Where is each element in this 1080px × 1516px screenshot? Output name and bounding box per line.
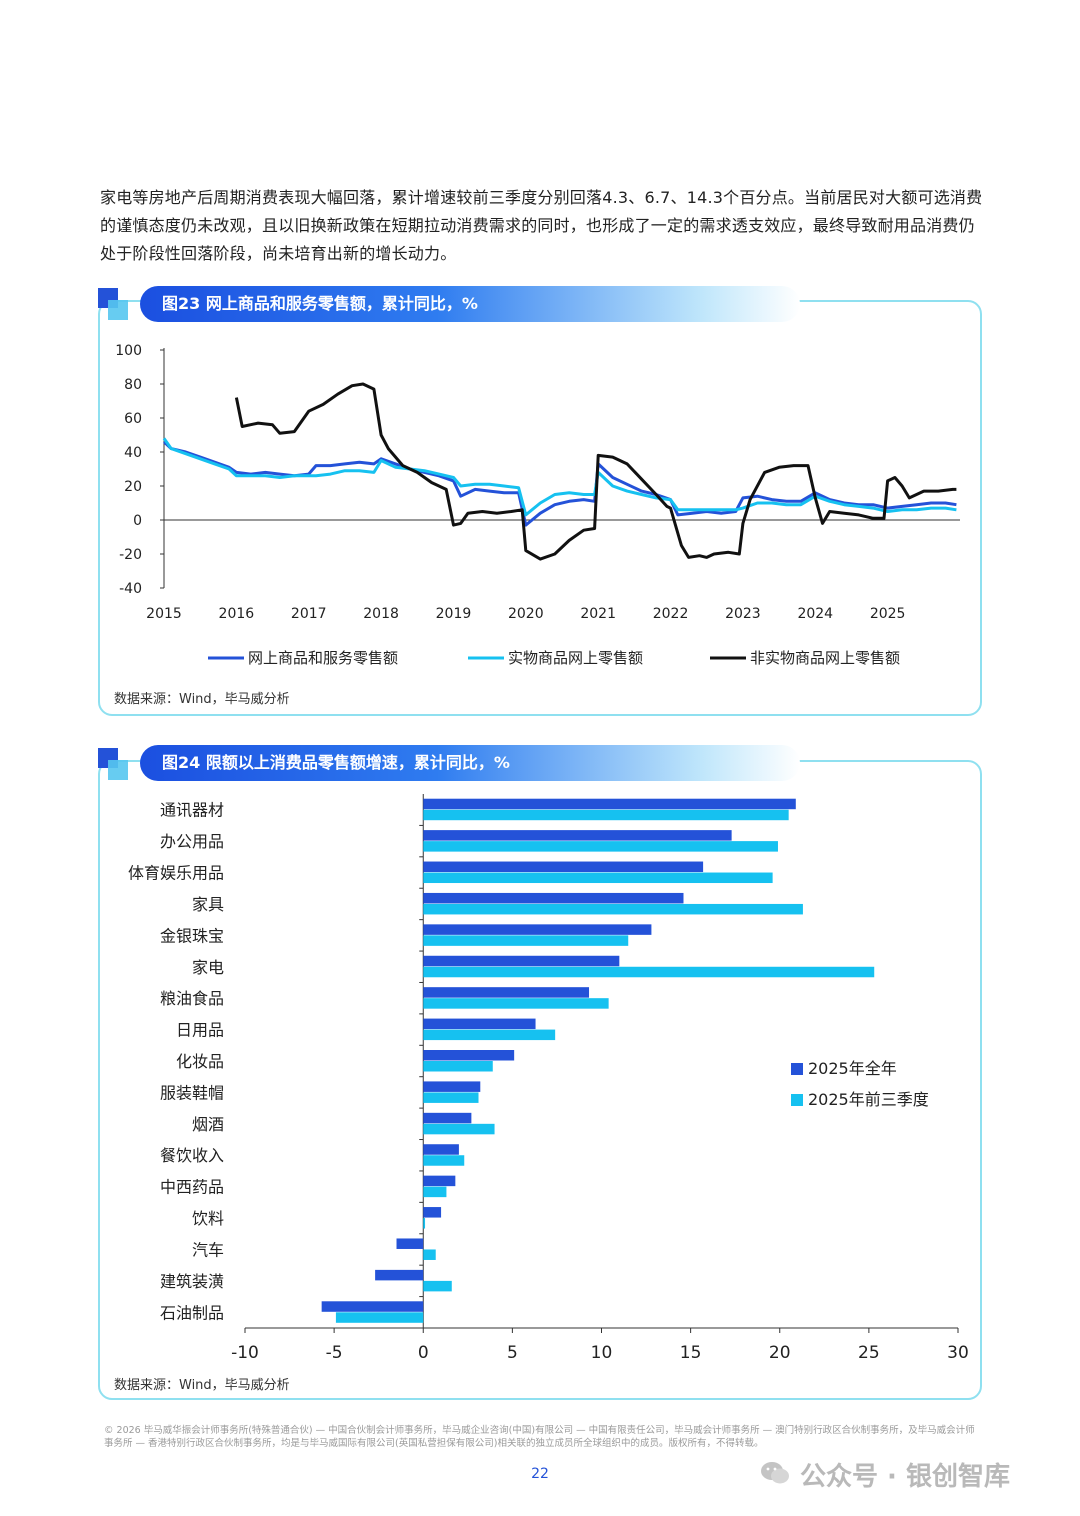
x-tick-label: 10	[591, 1343, 613, 1363]
category-label: 汽车	[192, 1240, 224, 1259]
bar-q1-q3	[423, 903, 803, 915]
x-tick-label: 2016	[219, 606, 255, 622]
y-tick-label: -40	[119, 581, 142, 597]
bar-q1-q3	[423, 966, 875, 978]
legend-swatch-1	[791, 1063, 803, 1075]
bar-q1-q3	[335, 1312, 424, 1323]
category-label: 石油制品	[160, 1303, 224, 1322]
bar-full-year	[423, 1207, 442, 1218]
category-label: 服装鞋帽	[160, 1083, 224, 1102]
figure24-bar-chart: -10 -5 0 5 10 15 20 25 30 通讯器材办公用品体育娱乐用品家具金银珠宝家电粮…	[128, 794, 969, 1363]
bar-full-year	[423, 955, 620, 967]
figure24-title: 图24 限额以上消费品零售额增速，累计同比，%	[140, 745, 800, 781]
category-label: 建筑装潢	[160, 1272, 224, 1291]
bar-full-year	[423, 1081, 481, 1092]
x-tick-label: 2021	[580, 606, 616, 622]
legend-label-2: 实物商品网上零售额	[508, 649, 643, 667]
bar-full-year	[423, 987, 590, 998]
legend-label-3: 非实物商品网上零售额	[750, 649, 900, 667]
bar-full-year	[423, 1112, 472, 1124]
x-tick-label: 2023	[725, 606, 761, 622]
x-tick-label: 5	[507, 1343, 518, 1363]
watermark-text: 公众号 · 银创智库	[800, 1462, 1010, 1492]
x-tick-label: 25	[858, 1343, 880, 1363]
legend-label-2: 2025年前三季度	[808, 1090, 929, 1109]
category-label: 家电	[192, 958, 224, 977]
bar-full-year	[375, 1269, 424, 1281]
x-tick-label: 2024	[797, 606, 833, 622]
bar-q1-q3	[423, 1218, 426, 1229]
page-number: 22	[531, 1466, 549, 1482]
category-label: 化妆品	[176, 1052, 224, 1071]
x-tick-label: 2020	[508, 606, 544, 622]
legend-label-1: 网上商品和服务零售额	[248, 649, 398, 667]
y-tick-label: 20	[124, 479, 142, 495]
bar-full-year	[423, 861, 704, 873]
copyright-footer: © 2026 毕马威华振会计师事务所(特殊普通合伙) — 中国合伙制会计师事务所…	[104, 1425, 975, 1449]
category-label: 金银珠宝	[160, 926, 224, 945]
category-label: 日用品	[176, 1021, 224, 1040]
x-tick-label: 2022	[653, 606, 689, 622]
figure23-source: 数据来源：Wind，毕马威分析	[114, 692, 290, 707]
x-tick-label: 20	[769, 1343, 791, 1363]
x-tick-label: 2025	[870, 606, 906, 622]
x-tick-label: 2019	[436, 606, 472, 622]
bar-q1-q3	[423, 872, 773, 884]
bar-full-year	[423, 1175, 456, 1187]
y-tick-label: 40	[124, 445, 142, 461]
bar-full-year	[396, 1238, 424, 1249]
wechat-icon	[761, 1462, 789, 1484]
bar-full-year	[423, 924, 652, 935]
y-tick-label: -20	[119, 547, 142, 563]
bar-q1-q3	[423, 1029, 556, 1041]
bar-q1-q3	[423, 1155, 465, 1166]
category-label: 体育娱乐用品	[128, 864, 224, 883]
y-tick-label: 60	[124, 411, 142, 427]
intro-paragraph: 家电等房地产后周期消费表现大幅回落，累计增速较前三季度分别回落4.3、6.7、1…	[100, 188, 983, 263]
x-tick-label: 2015	[146, 606, 182, 622]
bar-q1-q3	[423, 1092, 479, 1103]
bar-q1-q3	[423, 998, 609, 1009]
bar-q1-q3	[423, 1061, 493, 1072]
x-tick-label: 2018	[363, 606, 399, 622]
bar-full-year	[423, 892, 684, 904]
y-tick-label: 100	[115, 343, 142, 359]
category-label: 饮料	[192, 1209, 224, 1228]
figure23-title: 图23 网上商品和服务零售额，累计同比，%	[140, 286, 800, 322]
bar-q1-q3	[423, 935, 629, 946]
category-label: 餐饮收入	[160, 1146, 224, 1165]
x-tick-label: 2017	[291, 606, 327, 622]
bar-q1-q3	[423, 1123, 495, 1135]
x-tick-label: 0	[418, 1343, 429, 1363]
x-tick-label: -5	[326, 1343, 343, 1363]
bar-q1-q3	[423, 809, 789, 821]
bar-full-year	[423, 1050, 515, 1061]
category-label: 中西药品	[160, 1178, 224, 1197]
bar-full-year	[423, 798, 796, 810]
bar-q1-q3	[423, 1280, 452, 1292]
bar-q1-q3	[423, 1249, 436, 1260]
x-tick-label: -10	[231, 1343, 259, 1363]
bar-full-year	[423, 1144, 459, 1155]
y-tick-label: 80	[124, 377, 142, 393]
x-tick-label: 30	[947, 1343, 969, 1363]
series-line-3	[234, 382, 957, 561]
y-tick-label: 0	[133, 513, 142, 529]
category-label: 通讯器材	[160, 801, 224, 820]
bar-full-year	[423, 830, 732, 841]
bar-q1-q3	[423, 841, 778, 852]
figure24-source: 数据来源：Wind，毕马威分析	[114, 1378, 290, 1393]
bar-q1-q3	[423, 1186, 447, 1198]
bar-full-year	[423, 1018, 536, 1030]
bar-full-year	[321, 1301, 424, 1312]
category-label: 粮油食品	[160, 989, 224, 1008]
x-tick-label: 15	[680, 1343, 702, 1363]
legend-label-1: 2025年全年	[808, 1059, 897, 1078]
category-label: 办公用品	[160, 832, 224, 851]
category-label: 家具	[192, 895, 224, 914]
legend-swatch-2	[791, 1094, 803, 1106]
category-label: 烟酒	[192, 1115, 224, 1134]
